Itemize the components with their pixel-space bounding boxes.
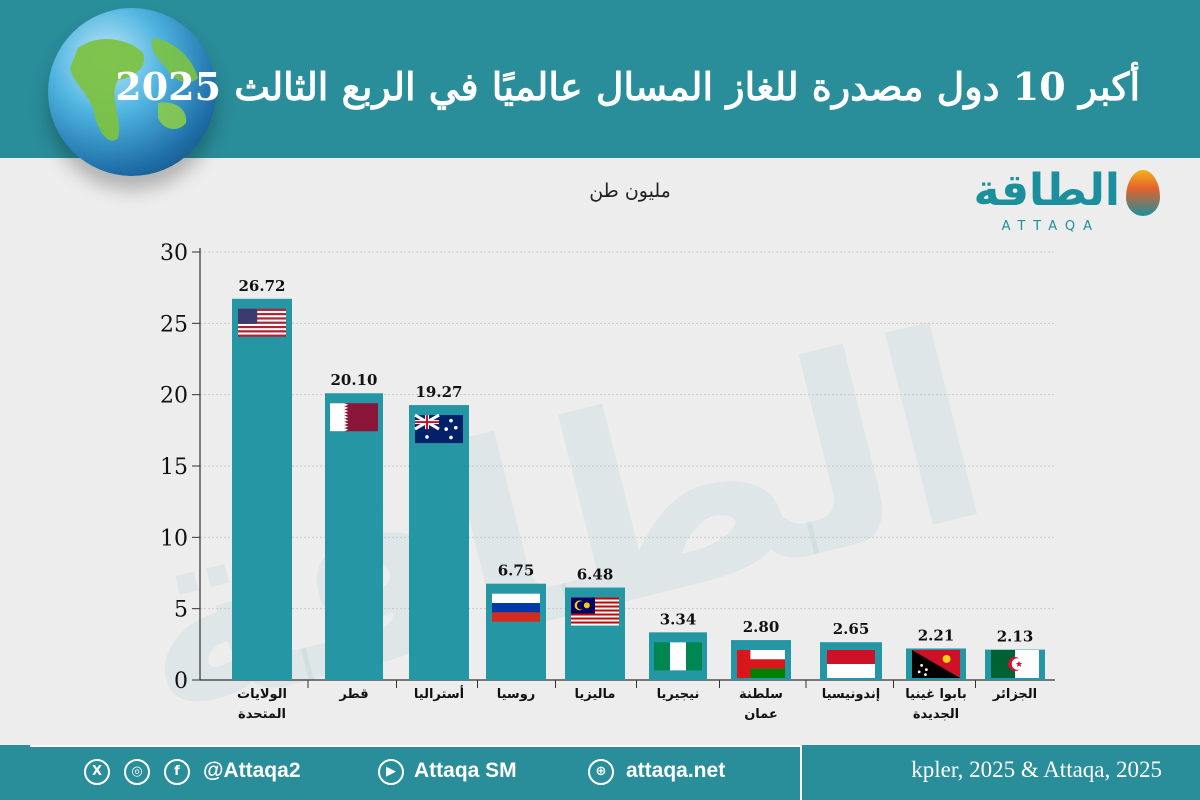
source-note: kpler, 2025 & Attaqa, 2025 — [911, 757, 1162, 782]
category-label: بابوا غينيا — [905, 687, 966, 702]
value-label: 3.34 — [660, 610, 697, 628]
value-label: 26.72 — [239, 277, 286, 295]
category-label: الجديدة — [913, 707, 959, 722]
footer-rule — [30, 745, 800, 747]
malaysia-flag — [571, 597, 619, 626]
value-label: 2.13 — [997, 628, 1034, 646]
usa-flag — [238, 308, 286, 337]
oman-flag — [737, 650, 785, 678]
category-label: المتحدة — [238, 707, 286, 722]
unit-label: مليون طن — [589, 180, 671, 202]
category-label: إندونيسيا — [822, 687, 881, 702]
logo-latin: ATTAQA — [1001, 219, 1100, 234]
bar — [325, 393, 383, 680]
y-tick-label: 25 — [160, 312, 188, 337]
y-tick-label: 5 — [174, 598, 188, 623]
russia-flag — [492, 593, 540, 622]
instagram-icon[interactable]: ◎ — [124, 759, 150, 785]
attaqa-logo: الطاقة ATTAQA — [930, 165, 1160, 245]
logo-wordmark: الطاقة — [973, 165, 1120, 216]
australia-flag — [414, 413, 463, 444]
value-label: 2.65 — [833, 620, 870, 638]
youtube-icon[interactable]: ▶ — [378, 759, 404, 785]
facebook-icon[interactable]: f — [164, 759, 190, 785]
y-tick-label: 30 — [160, 241, 188, 266]
website-link[interactable]: attaqa.net — [626, 759, 726, 782]
bar — [409, 405, 469, 680]
footer-bar: X ◎ f @Attaqa2 ▶ Attaqa SM ⊕ attaqa.net … — [0, 745, 1200, 800]
y-tick-label: 20 — [160, 384, 188, 409]
category-label: ماليزيا — [575, 687, 616, 702]
nigeria-flag — [654, 642, 702, 671]
qatar-flag — [330, 403, 378, 432]
x-icon[interactable]: X — [84, 759, 110, 785]
category-label: الولايات — [237, 687, 287, 702]
value-label: 2.21 — [918, 626, 955, 644]
y-tick-label: 0 — [174, 669, 188, 694]
papua-new-guinea-flag — [912, 650, 960, 678]
social-handle[interactable]: @Attaqa2 — [203, 759, 301, 782]
bar-chart: 0 5 10 15 20 25 30 26.72 الولايات المتحدة 20.10 قطر… — [160, 241, 1055, 722]
algeria-flag — [991, 650, 1039, 678]
value-label: 6.75 — [498, 562, 535, 580]
category-label: قطر — [338, 687, 368, 702]
y-tick-label: 10 — [160, 526, 188, 551]
youtube-channel[interactable]: Attaqa SM — [414, 759, 517, 782]
value-label: 2.80 — [743, 618, 780, 636]
value-label: 20.10 — [331, 371, 378, 389]
globe-web-icon[interactable]: ⊕ — [588, 759, 614, 785]
category-label: سلطنة — [739, 687, 783, 702]
header-banner: أكبر 10 دول مصدرة للغاز المسال عالميًا ف… — [0, 0, 1200, 176]
value-label: 6.48 — [577, 566, 614, 584]
bar — [232, 298, 292, 680]
category-label: عمان — [744, 707, 778, 722]
category-label: الجزائر — [992, 687, 1037, 702]
category-label: روسيا — [497, 687, 536, 702]
value-label: 19.27 — [416, 383, 463, 401]
footer-divider — [800, 745, 802, 800]
chart-title: أكبر 10 دول مصدرة للغاز المسال عالميًا ف… — [115, 64, 1140, 109]
drop-icon — [1126, 170, 1160, 216]
globe-icon — [48, 8, 216, 176]
category-label: أستراليا — [414, 685, 464, 702]
indonesia-flag — [827, 650, 875, 678]
y-tick-label: 15 — [160, 455, 188, 480]
category-label: نيجيريا — [657, 687, 700, 702]
